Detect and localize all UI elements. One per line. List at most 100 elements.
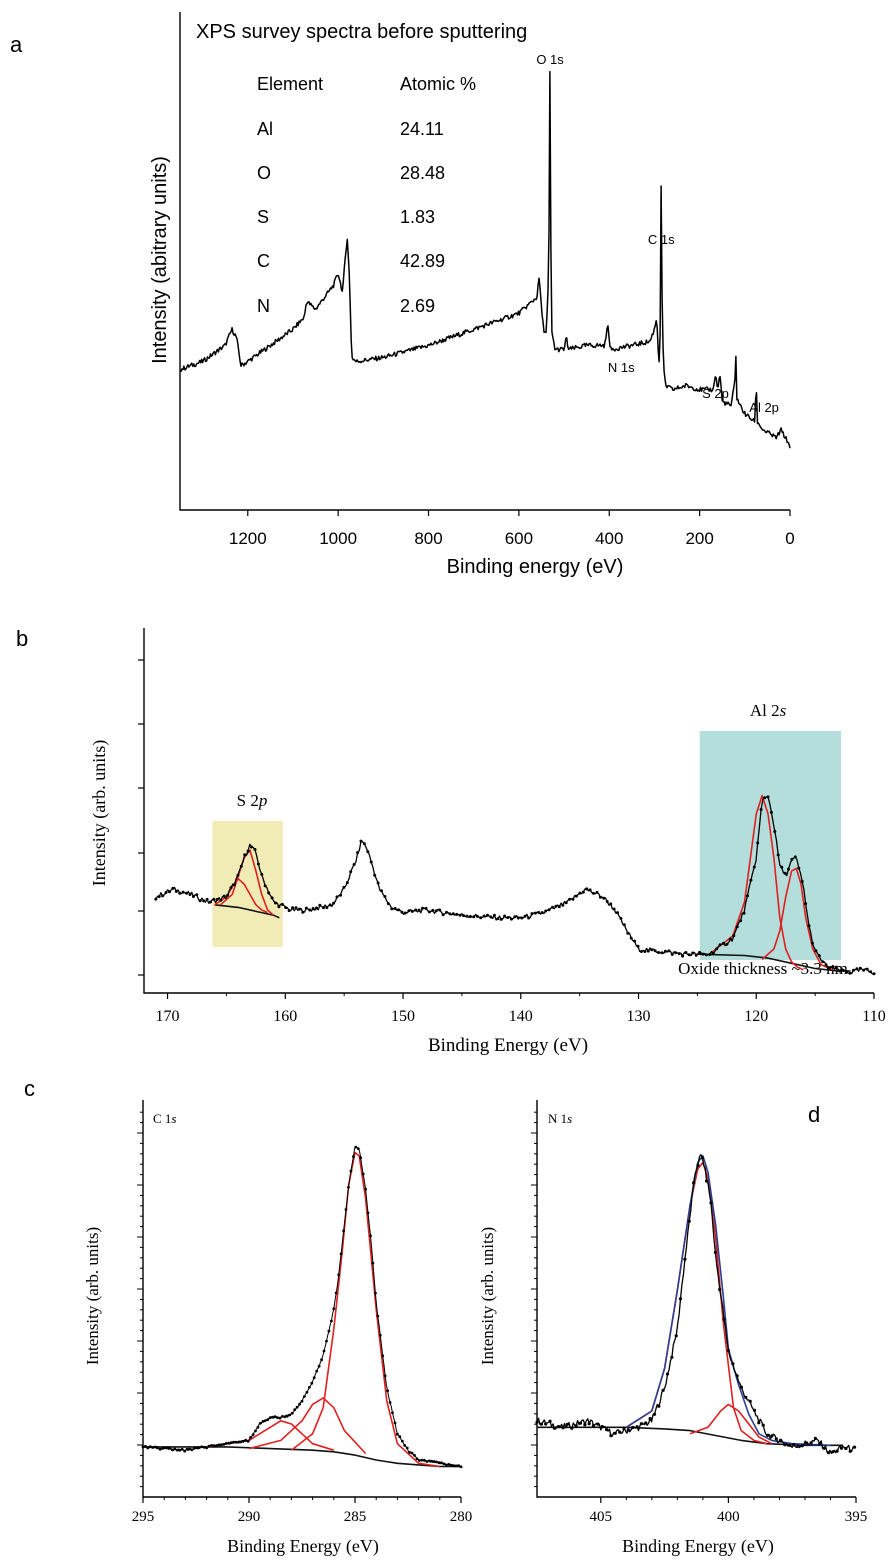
data-point <box>345 881 349 885</box>
data-point <box>520 916 524 920</box>
data-point <box>571 897 575 901</box>
series-line-data <box>142 1146 462 1468</box>
data-point <box>291 906 295 910</box>
data-point <box>366 1211 370 1215</box>
series-line-component <box>248 1397 367 1455</box>
x-tick-label: 295 <box>132 1509 155 1525</box>
data-point <box>663 949 667 953</box>
data-point <box>683 1257 687 1261</box>
data-point <box>814 949 818 953</box>
data-point <box>718 943 722 947</box>
data-point <box>793 855 797 859</box>
data-point <box>386 1389 389 1393</box>
data-point <box>151 1446 155 1449</box>
data-point <box>544 909 548 913</box>
data-point <box>674 951 678 955</box>
series-line-component <box>290 1151 440 1468</box>
data-point <box>283 1415 287 1419</box>
data-point <box>234 1440 238 1444</box>
data-point <box>855 967 859 971</box>
data-point <box>578 891 582 895</box>
data-point <box>168 1447 172 1450</box>
data-point <box>757 1421 761 1425</box>
data-point <box>698 950 702 954</box>
data-point <box>349 1169 353 1173</box>
data-point <box>835 1449 839 1453</box>
data-point <box>700 1156 704 1160</box>
data-point <box>369 860 373 864</box>
data-point <box>285 1414 289 1418</box>
series-line-component <box>206 1420 335 1451</box>
data-point <box>722 941 725 945</box>
data-point <box>273 1415 277 1419</box>
c1s-panel: C 1s Intensity (arb. units) Binding Ener… <box>83 1100 472 1557</box>
data-point <box>475 914 479 918</box>
data-point <box>339 1252 343 1256</box>
series-line-component <box>689 1403 773 1445</box>
data-point <box>657 951 660 954</box>
axis-frame <box>179 12 790 511</box>
data-point <box>198 899 202 903</box>
data-point <box>359 839 363 843</box>
data-point <box>800 880 804 883</box>
data-point <box>674 1334 678 1338</box>
data-point <box>226 893 230 897</box>
data-point <box>430 1459 433 1463</box>
data-point <box>163 1446 167 1450</box>
data-point <box>376 881 380 885</box>
data-point <box>320 1358 323 1362</box>
data-point <box>506 916 510 919</box>
data-point <box>405 1446 409 1450</box>
data-point <box>424 906 428 910</box>
data-point <box>403 911 407 915</box>
data-point <box>173 1447 177 1451</box>
data-point <box>776 853 780 857</box>
data-point <box>383 1374 387 1378</box>
data-point <box>838 969 842 973</box>
data-point <box>378 1333 382 1337</box>
data-point <box>304 906 308 910</box>
data-point <box>711 952 715 956</box>
data-point <box>804 902 808 906</box>
data-point <box>499 917 503 921</box>
data-point <box>229 1441 233 1445</box>
data-point <box>307 1386 311 1389</box>
data-point <box>219 898 223 902</box>
data-point <box>705 1179 709 1183</box>
data-point <box>448 912 452 916</box>
data-point <box>362 842 366 846</box>
data-point <box>259 1421 262 1425</box>
data-point <box>749 878 753 882</box>
data-point <box>222 894 226 898</box>
data-point <box>278 1416 282 1420</box>
data-point <box>171 1448 174 1452</box>
data-point <box>267 891 271 895</box>
data-point <box>581 890 585 894</box>
axis-frame <box>536 1100 856 1498</box>
data-point <box>364 1187 367 1191</box>
data-point <box>602 896 606 900</box>
data-point <box>369 1234 372 1238</box>
data-point <box>317 1364 321 1368</box>
data-point <box>769 810 773 814</box>
table-value: 28.48 <box>400 163 445 183</box>
data-point <box>492 913 496 917</box>
series-line-background <box>143 1446 461 1468</box>
data-point <box>400 910 404 914</box>
data-point <box>244 1438 248 1442</box>
data-point <box>371 1261 375 1265</box>
data-point <box>809 1441 813 1445</box>
data-point <box>321 906 325 910</box>
axis-frame <box>142 1100 461 1498</box>
data-point <box>756 841 760 845</box>
data-point <box>643 950 647 953</box>
data-point <box>263 884 267 888</box>
data-point <box>761 1423 765 1427</box>
data-point <box>219 1443 223 1446</box>
table-value: 1.83 <box>400 207 435 227</box>
data-point <box>250 845 253 849</box>
data-point <box>665 1372 670 1376</box>
data-point <box>821 960 825 964</box>
data-point <box>271 1415 274 1419</box>
